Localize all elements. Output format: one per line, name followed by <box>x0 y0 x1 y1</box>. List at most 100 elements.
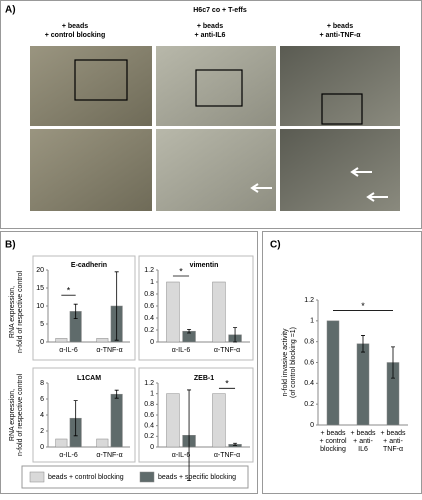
error-bar <box>114 389 119 399</box>
x-tick-label: α-IL-6 <box>172 347 191 354</box>
y-tick-label: 1 <box>150 391 154 398</box>
error-bar <box>361 335 365 353</box>
y-axis-label: n-fold invasive activity <box>282 328 289 397</box>
x-tick-label: TNF-α <box>383 446 403 453</box>
chart-title: E-cadherin <box>71 262 107 269</box>
legend-label: beads + specific blocking <box>158 474 236 481</box>
error-bar <box>114 271 119 341</box>
bar <box>166 281 180 343</box>
chart-title: ZEB-1 <box>194 375 214 382</box>
y-tick-label: 20 <box>36 267 44 274</box>
x-tick-label: α-TNF-α <box>214 347 240 354</box>
image <box>30 46 152 126</box>
y-axis-label: RNA expression, <box>9 286 16 338</box>
x-tick-label: α-IL-6 <box>59 452 78 459</box>
y-tick-label: 0.2 <box>144 327 154 334</box>
image <box>156 46 276 126</box>
zoom-box <box>74 59 128 101</box>
bar <box>326 320 340 426</box>
panel-label: C) <box>270 240 281 251</box>
y-axis-label: n-fold of respective control <box>17 271 24 354</box>
bar <box>110 393 123 448</box>
image <box>280 129 400 211</box>
y-tick-label: 0.8 <box>304 339 314 346</box>
micrographs <box>30 46 400 211</box>
legend-frame <box>21 465 249 489</box>
bar <box>96 338 109 343</box>
y-tick-label: 0 <box>150 339 154 346</box>
image <box>156 129 276 211</box>
chart-frame <box>138 367 254 463</box>
zoom-box <box>195 69 243 107</box>
column-header: + anti-TNF-α <box>319 32 361 39</box>
bar <box>55 338 68 343</box>
y-tick-label: 0 <box>150 444 154 451</box>
panel-label: B) <box>5 240 16 251</box>
y-axis-label: n-fold of respective control <box>17 374 24 457</box>
y-tick-label: 0.8 <box>144 401 154 408</box>
panel-label: A) <box>5 5 16 16</box>
x-tick-label: α-IL-6 <box>59 347 78 354</box>
x-tick-label: + beads <box>350 430 376 437</box>
y-tick-label: 6 <box>40 396 44 403</box>
legend-swatch <box>29 471 45 483</box>
x-tick-label: + beads <box>320 430 346 437</box>
column-header: + beads <box>62 23 88 30</box>
y-tick-label: 1.2 <box>144 267 154 274</box>
y-tick-label: 8 <box>40 380 44 387</box>
y-tick-label: 2 <box>40 428 44 435</box>
bar <box>96 438 109 448</box>
y-tick-label: 0.4 <box>144 423 154 430</box>
error-bar <box>73 303 78 319</box>
x-tick-label: + anti- <box>353 438 373 445</box>
y-tick-label: 0.8 <box>144 291 154 298</box>
column-header: + beads <box>327 23 353 30</box>
chart-frame <box>138 255 254 361</box>
chart-frame <box>32 255 136 361</box>
y-tick-label: 1.2 <box>144 380 154 387</box>
column-header: + control blocking <box>45 32 105 39</box>
y-tick-label: 0.4 <box>304 380 314 387</box>
x-tick-label: α-TNF-α <box>96 452 122 459</box>
x-tick-label: + control <box>319 438 346 445</box>
error-bar <box>187 389 192 481</box>
y-tick-label: 0.6 <box>144 303 154 310</box>
image <box>30 129 152 211</box>
legend-label: beads + control blocking <box>48 474 124 481</box>
significance-marker: * <box>179 266 183 276</box>
bar <box>212 393 226 448</box>
x-tick-label: blocking <box>320 446 346 453</box>
arrow <box>350 167 372 177</box>
significance-marker: * <box>67 286 71 296</box>
y-tick-label: 15 <box>36 285 44 292</box>
y-axis-label: (of control blocking =1) <box>290 327 297 398</box>
y-tick-label: 0.6 <box>304 359 314 366</box>
panel-title: H6c7 co + T-effs <box>193 7 247 14</box>
bar <box>356 343 370 426</box>
y-tick-label: 0 <box>310 422 314 429</box>
error-bar <box>391 346 395 379</box>
error-bar <box>233 327 238 343</box>
x-tick-label: IL6 <box>358 446 368 453</box>
y-tick-label: 0.6 <box>144 412 154 419</box>
y-axis-label: RNA expression, <box>9 389 16 441</box>
x-tick-label: + beads <box>380 430 406 437</box>
image <box>280 46 400 126</box>
panel-b-frame <box>0 231 258 494</box>
chart-title: L1CAM <box>77 375 101 382</box>
y-tick-label: 1 <box>310 318 314 325</box>
x-tick-label: + anti- <box>383 438 403 445</box>
y-tick-label: 0.4 <box>144 315 154 322</box>
error-bar <box>73 400 78 437</box>
y-tick-label: 0 <box>40 444 44 451</box>
arrow <box>366 192 388 202</box>
y-tick-label: 5 <box>40 321 44 328</box>
y-tick-label: 1 <box>150 279 154 286</box>
y-tick-label: 10 <box>36 303 44 310</box>
y-tick-label: 0.2 <box>304 401 314 408</box>
x-tick-label: α-TNF-α <box>96 347 122 354</box>
chart-frame <box>32 367 136 463</box>
chart-title: vimentin <box>190 262 219 269</box>
x-tick-label: α-IL-6 <box>172 452 191 459</box>
significance-marker: * <box>361 301 365 311</box>
